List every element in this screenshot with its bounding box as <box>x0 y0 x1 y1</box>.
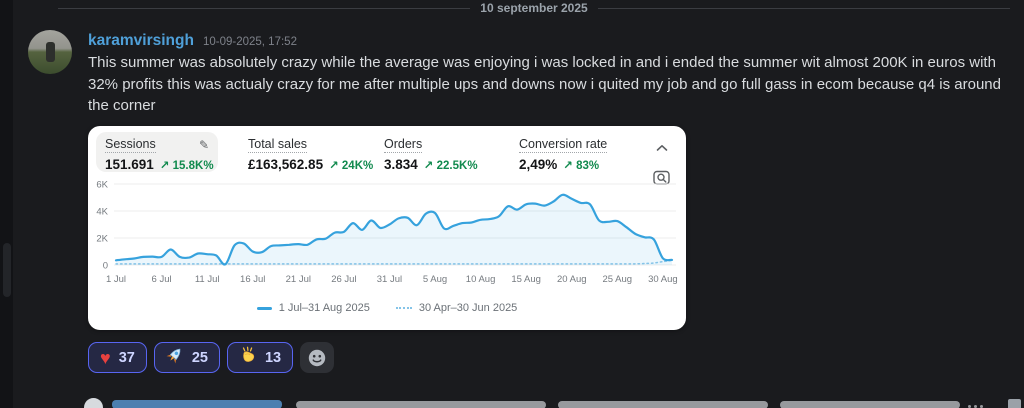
username[interactable]: karamvirsingh <box>88 32 194 49</box>
svg-text:20 Aug: 20 Aug <box>557 274 587 285</box>
metric-total-sales-label: Total sales <box>248 137 308 153</box>
metric-conversion-rate-label: Conversion rate <box>519 137 608 153</box>
metric-sessions-delta: ↗ 15.8K% <box>159 160 214 172</box>
reaction-rocket-count: 25 <box>191 349 208 366</box>
legend-comparison-period-label: 30 Apr–30 Jun 2025 <box>418 302 518 314</box>
legend-comparison-period: 30 Apr–30 Jun 2025 <box>395 302 518 314</box>
sessions-line-chart[interactable]: 0 2K 4K 6K 1 Jul 6 Jul 11 Jul 16 Jul 21 Jul 26 Ju… <box>90 178 682 294</box>
svg-text:6K: 6K <box>96 180 108 191</box>
chart-legend: 1 Jul–31 Aug 2025 30 Apr–30 Jun 2025 <box>88 302 686 314</box>
reply-preview-text <box>296 401 546 408</box>
divider-line <box>597 7 1010 9</box>
svg-text:1 Jul: 1 Jul <box>106 274 126 285</box>
message-header: karamvirsingh 10-09-2025, 17:52 <box>88 32 297 50</box>
metric-conversion-rate-delta: ↗ 83% <box>563 160 600 172</box>
analytics-dashboard-attachment[interactable]: Sessions ✎ 151.691 ↗ 15.8K% Total sales … <box>88 126 686 330</box>
svg-text:2K: 2K <box>96 234 108 245</box>
reply-preview-avatar[interactable] <box>84 398 103 408</box>
date-divider-label: 10 september 2025 <box>480 1 588 15</box>
svg-text:5 Aug: 5 Aug <box>423 274 447 285</box>
reaction-heart[interactable]: ♥ 37 <box>88 342 147 373</box>
metric-conversion-rate[interactable]: Conversion rate 2,49% ↗ 83% <box>519 137 608 172</box>
reaction-heart-count: 37 <box>118 349 135 366</box>
svg-text:30 Aug: 30 Aug <box>648 274 678 285</box>
add-reaction-button[interactable] <box>300 342 335 373</box>
svg-text:21 Jul: 21 Jul <box>286 274 311 285</box>
svg-text:26 Jul: 26 Jul <box>331 274 356 285</box>
reaction-rocket[interactable]: 25 <box>153 342 220 373</box>
svg-text:0: 0 <box>103 261 108 272</box>
svg-text:15 Aug: 15 Aug <box>511 274 541 285</box>
metric-orders-value: 3.834 <box>384 157 418 172</box>
edit-pencil-icon[interactable]: ✎ <box>198 138 209 152</box>
metric-total-sales[interactable]: Total sales £163,562.85 ↗ 24K% <box>248 137 373 172</box>
rocket-emoji-icon <box>166 346 184 369</box>
legend-current-period: 1 Jul–31 Aug 2025 <box>256 302 370 314</box>
message-timestamp: 10-09-2025, 17:52 <box>202 36 297 48</box>
svg-text:11 Jul: 11 Jul <box>195 274 220 285</box>
metric-sessions[interactable]: Sessions ✎ 151.691 ↗ 15.8K% <box>96 132 218 172</box>
divider-line <box>58 7 471 9</box>
metric-orders[interactable]: Orders 3.834 ↗ 22.5K% <box>384 137 478 172</box>
smiley-icon <box>308 349 326 366</box>
reply-preview-ellipsis <box>968 405 983 408</box>
svg-text:25 Aug: 25 Aug <box>603 274 633 285</box>
svg-text:16 Jul: 16 Jul <box>240 274 265 285</box>
collapse-chevron-up-icon[interactable] <box>652 140 672 156</box>
clap-emoji-icon <box>239 346 257 369</box>
metric-orders-label: Orders <box>384 137 423 153</box>
metric-sessions-label: Sessions <box>105 137 156 153</box>
reply-preview-username[interactable] <box>112 400 282 408</box>
metric-total-sales-delta: ↗ 24K% <box>329 160 374 172</box>
metric-total-sales-value: £163,562.85 <box>248 157 324 172</box>
svg-text:4K: 4K <box>96 207 108 218</box>
left-scrollbar-track[interactable] <box>0 0 13 408</box>
svg-text:6 Jul: 6 Jul <box>152 274 172 285</box>
message-text: This summer was absolutely crazy while t… <box>88 54 1001 114</box>
legend-dotted-line-swatch <box>395 307 412 309</box>
metric-sessions-value: 151.691 <box>105 157 154 172</box>
metric-orders-delta: ↗ 22.5K% <box>423 160 478 172</box>
reaction-clap[interactable]: 13 <box>226 342 294 373</box>
metric-conversion-rate-value: 2,49% <box>519 157 558 172</box>
date-divider: 10 september 2025 <box>58 0 1010 16</box>
reply-preview-text <box>558 401 768 408</box>
svg-text:31 Jul: 31 Jul <box>377 274 402 285</box>
avatar[interactable] <box>28 30 72 74</box>
attachment-thumbnail-icon <box>1008 399 1021 408</box>
legend-current-period-label: 1 Jul–31 Aug 2025 <box>278 302 370 314</box>
reply-preview-text <box>780 401 960 408</box>
legend-solid-line-swatch <box>256 306 272 310</box>
next-message-partial <box>0 397 1024 408</box>
reactions-bar: ♥ 37 25 <box>88 342 335 373</box>
svg-text:10 Aug: 10 Aug <box>466 274 496 285</box>
left-scrollbar-thumb[interactable] <box>3 243 11 297</box>
reaction-clap-count: 13 <box>264 349 282 366</box>
heart-emoji-icon: ♥ <box>100 347 111 368</box>
